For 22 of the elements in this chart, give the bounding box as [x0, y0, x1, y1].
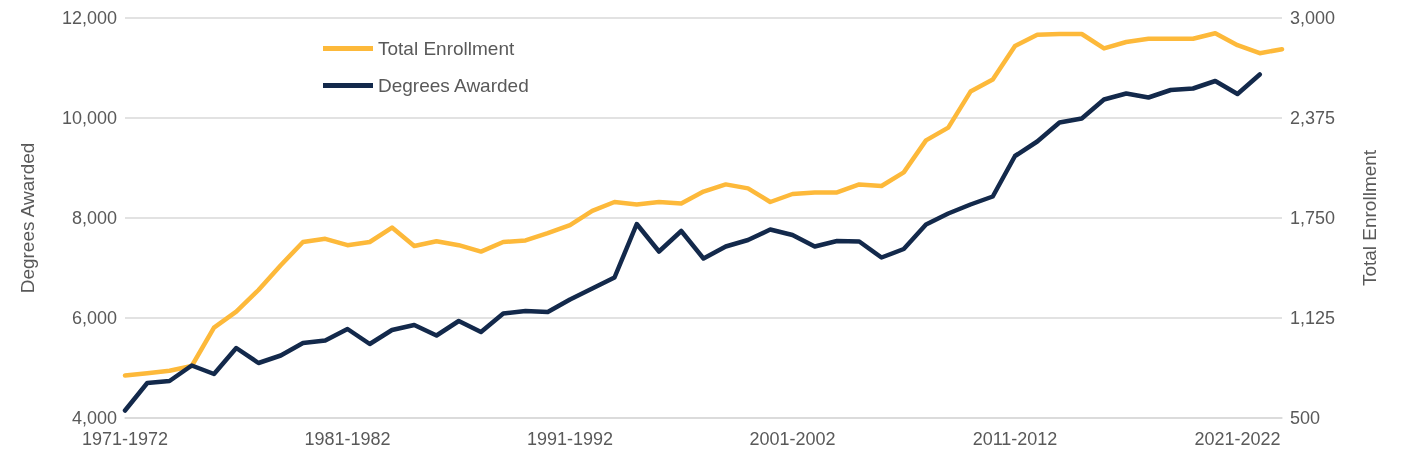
- x-tick-label: 2021-2022: [1194, 429, 1281, 449]
- y2-axis-title: Total Enrollment: [1359, 149, 1380, 287]
- y-axis-title: Degrees Awarded: [17, 142, 38, 294]
- y-tick-label: 4,000: [71, 408, 117, 428]
- y2-tick-label: 1,750: [1290, 208, 1336, 228]
- y-tick-label: 8,000: [71, 208, 117, 228]
- x-tick-label: 1981-1982: [304, 429, 391, 449]
- y-tick-label: 10,000: [61, 108, 117, 128]
- y2-tick-label: 2,375: [1290, 108, 1336, 128]
- x-tick-label: 1971-1972: [81, 429, 169, 449]
- y-tick-label: 6,000: [71, 308, 117, 328]
- legend-label: Degrees Awarded: [378, 75, 529, 96]
- legend-label: Total Enrollment: [378, 38, 515, 59]
- x-tick-label: 2001-2002: [749, 429, 836, 449]
- line-series: [122, 30, 1285, 378]
- y-tick-label: 12,000: [61, 8, 117, 28]
- x-tick-label: 1991-1992: [526, 429, 614, 449]
- x-tick-label: 2011-2012: [972, 429, 1058, 449]
- y2-tick-label: 3,000: [1290, 8, 1336, 28]
- y2-tick-label: 1,125: [1290, 308, 1336, 328]
- line-series: [122, 72, 1262, 413]
- y2-tick-label: 500: [1290, 408, 1321, 428]
